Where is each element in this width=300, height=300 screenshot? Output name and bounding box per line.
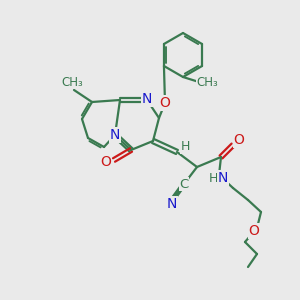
Text: N: N — [218, 171, 228, 185]
Text: N: N — [167, 197, 177, 211]
Text: O: O — [160, 96, 170, 110]
Text: N: N — [110, 128, 120, 142]
Text: O: O — [234, 133, 244, 147]
Text: N: N — [142, 92, 152, 106]
Text: O: O — [100, 155, 111, 169]
Text: CH₃: CH₃ — [61, 76, 83, 88]
Text: C: C — [179, 178, 189, 190]
Text: H: H — [208, 172, 218, 184]
Text: H: H — [180, 140, 190, 154]
Text: O: O — [249, 224, 260, 238]
Text: CH₃: CH₃ — [196, 76, 218, 88]
